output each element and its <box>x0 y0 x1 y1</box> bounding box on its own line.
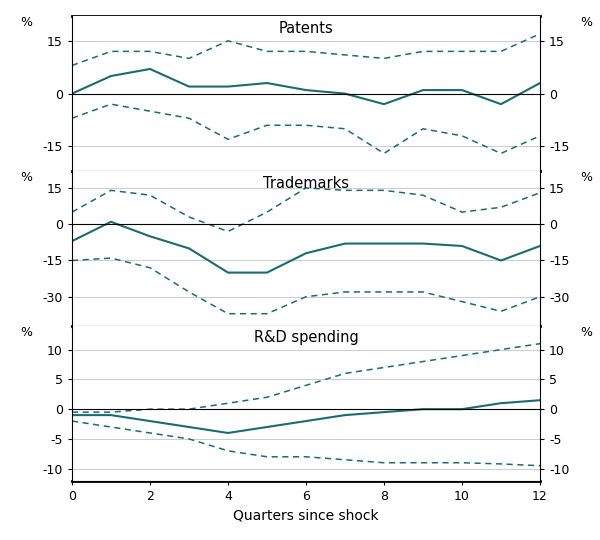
Text: %: % <box>580 16 592 29</box>
Text: Trademarks: Trademarks <box>263 176 349 191</box>
Text: %: % <box>580 171 592 184</box>
X-axis label: Quarters since shock: Quarters since shock <box>233 508 379 522</box>
Text: %: % <box>20 171 32 184</box>
Text: R&D spending: R&D spending <box>254 330 358 346</box>
Text: Patents: Patents <box>278 21 334 36</box>
Text: %: % <box>20 16 32 29</box>
Text: %: % <box>20 326 32 339</box>
Text: %: % <box>580 326 592 339</box>
